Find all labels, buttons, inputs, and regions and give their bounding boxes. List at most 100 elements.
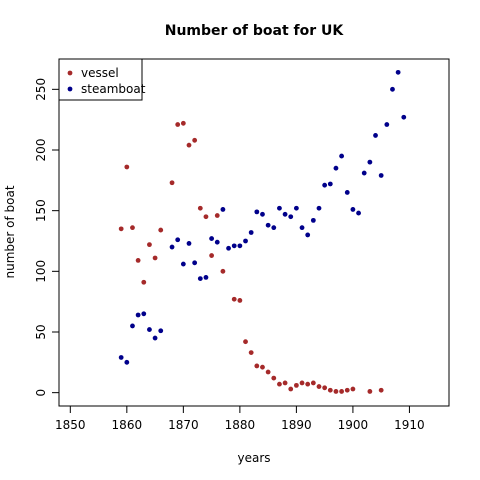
data-point-vessel (350, 386, 356, 392)
data-point-vessel (277, 381, 282, 387)
data-point-steamboat (395, 69, 401, 75)
data-point-steamboat (141, 311, 147, 317)
data-point-vessel (310, 380, 316, 386)
data-point-vessel (316, 384, 322, 389)
legend-label-vessel: vessel (81, 66, 119, 80)
data-point-steamboat (271, 225, 277, 231)
data-point-vessel (237, 298, 243, 303)
data-point-steamboat (305, 232, 311, 238)
data-point-vessel (248, 350, 254, 356)
data-point-steamboat (130, 323, 135, 329)
data-point-steamboat (384, 122, 390, 127)
data-point-steamboat (118, 355, 124, 360)
data-point-vessel (130, 225, 135, 231)
data-point-steamboat (333, 165, 339, 171)
data-point-vessel (118, 226, 124, 232)
data-point-vessel (175, 122, 181, 127)
x-tick-label: 1900 (338, 418, 369, 432)
data-point-steamboat (265, 222, 271, 228)
data-point-steamboat (322, 182, 328, 188)
data-point-steamboat (260, 211, 265, 217)
data-point-steamboat (158, 328, 164, 334)
data-point-vessel (260, 364, 265, 370)
x-tick-label: 1880 (225, 418, 256, 432)
y-axis: 0 50 100 150 200 250 (34, 78, 60, 396)
data-point-vessel (288, 386, 294, 392)
x-axis-label: years (237, 451, 270, 465)
x-tick-label: 1860 (112, 418, 143, 432)
data-point-steamboat (282, 211, 288, 217)
data-point-vessel (180, 120, 186, 126)
data-point-vessel (293, 382, 299, 388)
data-point-steamboat (169, 244, 175, 250)
x-tick-label: 1870 (168, 418, 199, 432)
data-point-steamboat (288, 214, 294, 220)
legend-marker-steamboat (67, 86, 73, 92)
data-point-steamboat (214, 239, 220, 245)
data-point-steamboat (277, 205, 282, 211)
data-point-steamboat (203, 274, 209, 280)
data-point-vessel (339, 389, 345, 394)
data-point-steamboat (135, 312, 141, 318)
data-point-steamboat (356, 210, 361, 216)
y-tick-label: 150 (34, 199, 48, 222)
data-point-steamboat (175, 237, 181, 243)
legend-label-steamboat: steamboat (81, 82, 146, 96)
data-point-vessel (124, 164, 130, 170)
data-point-vessel (214, 213, 220, 218)
data-point-steamboat (254, 209, 260, 215)
data-point-steamboat (299, 225, 305, 231)
data-point-vessel (378, 387, 384, 393)
data-point-vessel (186, 142, 192, 148)
data-point-steamboat (220, 207, 226, 212)
data-point-steamboat (367, 159, 373, 165)
data-point-vessel (231, 296, 237, 302)
data-point-steamboat (180, 261, 186, 267)
data-point-vessel (305, 381, 311, 387)
data-point-vessel (327, 387, 333, 393)
data-point-steamboat (192, 260, 198, 266)
data-point-steamboat (361, 170, 367, 176)
data-point-steamboat (248, 230, 254, 235)
data-point-steamboat (378, 173, 384, 178)
data-point-steamboat (401, 114, 407, 120)
data-point-vessel (192, 137, 198, 143)
data-point-vessel (169, 180, 175, 186)
data-point-steamboat (197, 276, 203, 282)
data-point-vessel (344, 387, 350, 393)
data-point-vessel (243, 339, 248, 345)
y-axis-label: number of boat (3, 185, 17, 278)
y-tick-label: 250 (34, 78, 48, 101)
data-point-vessel (203, 214, 209, 220)
chart-title: Number of boat for UK (165, 23, 345, 39)
data-point-vessel (152, 255, 158, 261)
data-point-vessel (141, 279, 147, 285)
data-point-vessel (254, 363, 260, 369)
data-point-vessel (209, 253, 215, 258)
data-point-vessel (197, 205, 203, 211)
x-tick-label: 1890 (281, 418, 312, 432)
data-point-steamboat (310, 217, 316, 223)
data-point-steamboat (243, 238, 248, 244)
data-point-vessel (135, 258, 141, 263)
data-point-vessel (147, 242, 152, 248)
data-point-steamboat (390, 86, 395, 92)
y-tick-label: 200 (34, 139, 48, 162)
data-point-steamboat (209, 236, 215, 241)
data-point-steamboat (293, 205, 299, 211)
data-point-vessel (367, 389, 373, 394)
x-tick-label: 1910 (394, 418, 425, 432)
data-point-steamboat (152, 335, 158, 341)
data-point-steamboat (350, 207, 356, 212)
data-point-steamboat (186, 241, 192, 246)
data-point-steamboat (226, 245, 231, 251)
x-axis: 1850 1860 1870 1880 1890 1900 1910 (55, 405, 425, 432)
data-point-vessel (322, 385, 328, 391)
x-tick-label: 1850 (55, 418, 86, 432)
y-tick-label: 50 (34, 324, 48, 339)
data-point-steamboat (231, 243, 237, 249)
data-points (118, 69, 407, 394)
data-point-vessel (333, 389, 339, 394)
data-point-vessel (265, 369, 271, 375)
